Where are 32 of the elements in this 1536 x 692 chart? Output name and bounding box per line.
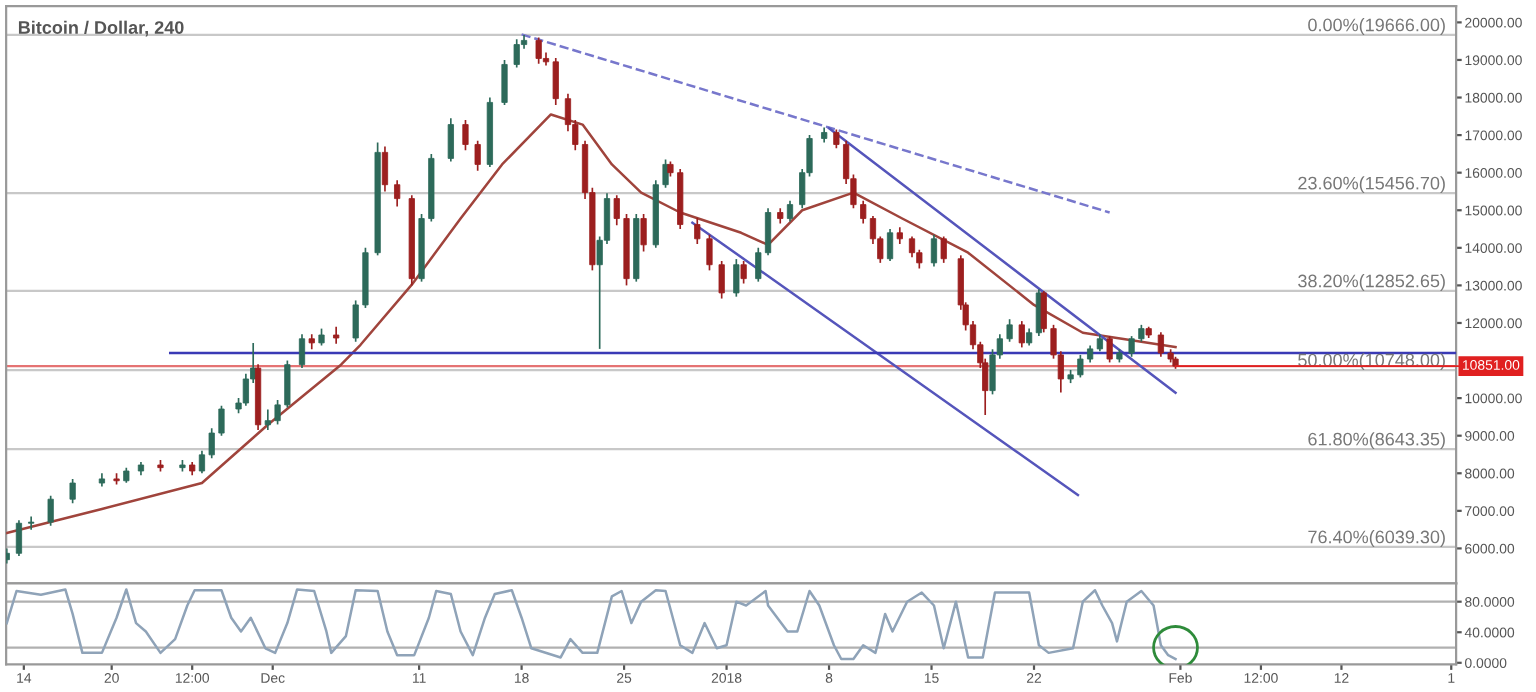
candlestick [930, 233, 938, 268]
candlestick [740, 260, 747, 285]
candlestick [474, 139, 481, 172]
ref-line-label: 61.80%(8643.35) [1308, 432, 1445, 450]
ref-line-label: 38.20%(12852.65) [1298, 274, 1445, 291]
candlestick [640, 213, 647, 253]
line-series [6, 113, 1177, 535]
candlestick [694, 216, 701, 245]
candlestick [47, 494, 54, 527]
candlestick [786, 200, 794, 223]
candlestick [886, 228, 894, 262]
text: Bitcoin / Dollar, 240 [18, 20, 184, 37]
ref-line-label: 23.60%(15456.70) [1298, 176, 1445, 194]
candlestick [501, 59, 508, 106]
candlestick [1018, 320, 1025, 349]
candlestick [535, 36, 542, 65]
candlestick [513, 38, 520, 69]
candlestick [447, 117, 454, 163]
ref-line-label: 76.40%(6039.30) [1308, 530, 1445, 547]
candlestick [733, 258, 740, 298]
candlestick [381, 145, 389, 193]
candlestick [394, 179, 401, 208]
candlestick [69, 478, 76, 505]
candlestick [706, 233, 713, 272]
candlestick [1106, 335, 1113, 364]
candlestick [462, 119, 469, 151]
candlestick [718, 260, 725, 300]
candlestick [28, 515, 35, 531]
candlestick [15, 519, 23, 557]
ref-line-label: 0.00%(19666.00) [1308, 18, 1445, 35]
candlestick [940, 235, 947, 264]
candlestick [298, 333, 306, 369]
